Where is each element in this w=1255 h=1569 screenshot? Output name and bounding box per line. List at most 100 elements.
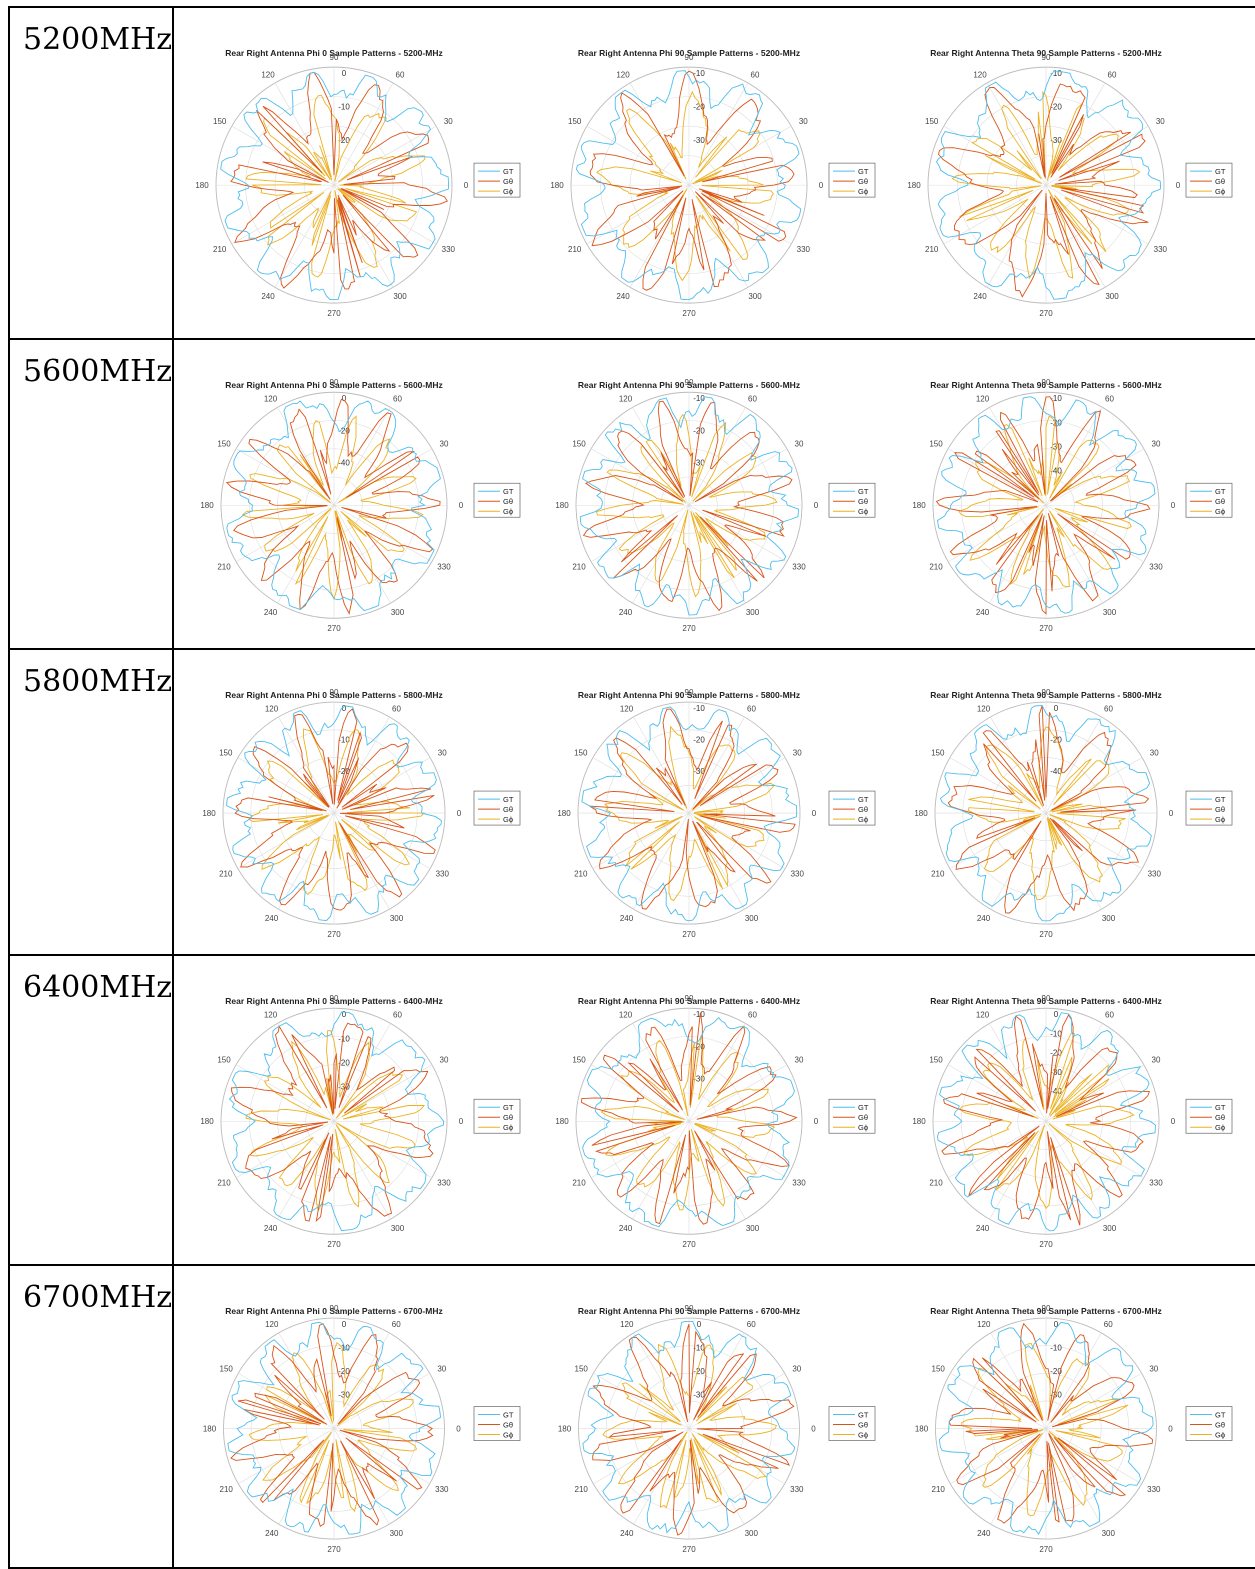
radial-tick-label: -40 xyxy=(1050,466,1062,475)
grid-spoke xyxy=(986,82,1047,186)
angle-tick-label: 330 xyxy=(442,245,456,254)
series-line-GT xyxy=(227,1321,442,1535)
angle-tick-label: 60 xyxy=(392,704,401,713)
series-line-GT xyxy=(226,400,441,612)
grid-spoke xyxy=(950,1428,1047,1485)
frequency-label: 5600MHz xyxy=(23,354,173,389)
grid-spoke xyxy=(989,1121,1047,1220)
legend-label: GT xyxy=(503,1411,514,1420)
legend-label: Gϕ xyxy=(503,187,513,196)
angle-tick-label: 120 xyxy=(977,1320,991,1329)
angle-tick-label: 60 xyxy=(392,1320,401,1329)
angle-tick-label: 60 xyxy=(1104,704,1113,713)
angle-tick-label: 60 xyxy=(748,395,757,404)
frequency-cell: 6700MHz xyxy=(8,1266,174,1569)
angle-tick-label: 120 xyxy=(973,70,987,79)
angle-tick-label: 150 xyxy=(219,749,233,758)
legend-label: GT xyxy=(858,167,869,176)
radial-tick-label: 0 xyxy=(1054,1320,1059,1329)
legend-label: Gϕ xyxy=(858,507,868,516)
angle-tick-label: 150 xyxy=(572,440,586,449)
angle-tick-label: 0 xyxy=(1169,809,1174,818)
chart-title: Rear Right Antenna Phi 90 Sample Pattern… xyxy=(578,380,800,390)
series-line-GT xyxy=(575,70,802,301)
grid-spoke xyxy=(333,1023,391,1122)
grid-spoke xyxy=(333,82,394,186)
polar-chart: Rear Right Antenna Phi 90 Sample Pattern… xyxy=(557,688,876,939)
radial-tick-label: -10 xyxy=(338,736,350,745)
grid-spoke xyxy=(237,757,335,814)
angle-tick-label: 120 xyxy=(265,1320,279,1329)
legend-label: Gϕ xyxy=(503,1431,513,1440)
angle-tick-label: 120 xyxy=(619,395,633,404)
legend-label: Gθ xyxy=(503,497,513,506)
angle-tick-label: 150 xyxy=(929,440,943,449)
angle-tick-label: 120 xyxy=(976,395,990,404)
angle-tick-label: 90 xyxy=(1042,994,1051,1003)
polar-chart: Rear Right Antenna Theta 90 Sample Patte… xyxy=(912,994,1233,1249)
angle-tick-label: 240 xyxy=(264,1224,278,1233)
radial-tick-label: -10 xyxy=(693,704,705,713)
angle-tick-label: 180 xyxy=(195,181,209,190)
series-line-GT xyxy=(226,705,442,921)
radial-tick-label: -40 xyxy=(1050,767,1062,776)
grid-spoke xyxy=(278,716,335,814)
grid-spoke xyxy=(274,82,335,186)
grid-spoke xyxy=(277,1121,335,1220)
angle-tick-label: 150 xyxy=(568,117,582,126)
legend-label: Gϕ xyxy=(858,1431,868,1440)
series-line-GT xyxy=(228,1011,445,1232)
radial-tick-label: -20 xyxy=(1050,103,1062,112)
angle-tick-label: 90 xyxy=(685,994,694,1003)
grid-spoke xyxy=(688,812,745,910)
series-line-GT xyxy=(220,71,449,301)
angle-tick-label: 300 xyxy=(1102,1529,1116,1538)
frequency-label: 5200MHz xyxy=(23,22,173,57)
grid-spoke xyxy=(333,125,437,186)
radial-tick-label: -20 xyxy=(1050,1049,1062,1058)
radial-tick-label: -20 xyxy=(338,426,350,435)
angle-tick-label: 90 xyxy=(685,378,694,387)
radial-tick-label: -10 xyxy=(693,69,705,78)
grid-spoke xyxy=(1045,1120,1145,1178)
angle-tick-label: 300 xyxy=(748,292,762,301)
angle-tick-label: 120 xyxy=(977,704,991,713)
angle-tick-label: 30 xyxy=(792,1364,801,1373)
angle-tick-label: 150 xyxy=(217,440,231,449)
angle-tick-label: 240 xyxy=(616,292,630,301)
chart-title: Rear Right Antenna Phi 0 Sample Patterns… xyxy=(225,996,442,1006)
grid-spoke xyxy=(688,184,792,245)
angle-tick-label: 240 xyxy=(261,292,275,301)
angle-tick-label: 180 xyxy=(557,809,571,818)
chart-title: Rear Right Antenna Phi 0 Sample Patterns… xyxy=(225,1306,442,1316)
angle-tick-label: 90 xyxy=(685,1304,694,1313)
grid-spoke xyxy=(688,448,788,506)
grid-spoke xyxy=(1045,1428,1102,1525)
radial-tick-label: -20 xyxy=(1050,1367,1062,1376)
angle-tick-label: 210 xyxy=(932,1485,946,1494)
series-line-Gtheta xyxy=(935,396,1151,615)
grid-spoke xyxy=(592,812,690,869)
angle-tick-label: 270 xyxy=(682,624,696,633)
radial-tick-label: -10 xyxy=(1050,1029,1062,1038)
grid-spoke xyxy=(593,1373,690,1429)
angle-tick-label: 180 xyxy=(558,1425,572,1434)
frequency-cell: 5800MHz xyxy=(8,650,174,954)
polar-chart-cell: Rear Right Antenna Theta 90 Sample Patte… xyxy=(886,8,1244,338)
radial-tick-label: 0 xyxy=(342,1010,347,1019)
radial-tick-label: -20 xyxy=(693,736,705,745)
grid-spoke xyxy=(688,716,745,814)
angle-tick-label: 30 xyxy=(1156,117,1165,126)
series-line-Gtheta xyxy=(231,1022,434,1223)
polar-chart-cell: Rear Right Antenna Phi 0 Sample Patterns… xyxy=(174,8,532,338)
radial-tick-label: -20 xyxy=(693,103,705,112)
angle-tick-label: 300 xyxy=(746,1224,760,1233)
table-bottom-border xyxy=(8,1567,1255,1569)
angle-tick-label: 240 xyxy=(973,292,987,301)
angle-tick-label: 180 xyxy=(914,809,928,818)
angle-tick-label: 90 xyxy=(330,378,339,387)
legend-label: Gϕ xyxy=(503,815,513,824)
legend-label: GT xyxy=(503,1103,514,1112)
chart-title: Rear Right Antenna Theta 90 Sample Patte… xyxy=(930,690,1162,700)
angle-tick-label: 210 xyxy=(572,563,586,572)
